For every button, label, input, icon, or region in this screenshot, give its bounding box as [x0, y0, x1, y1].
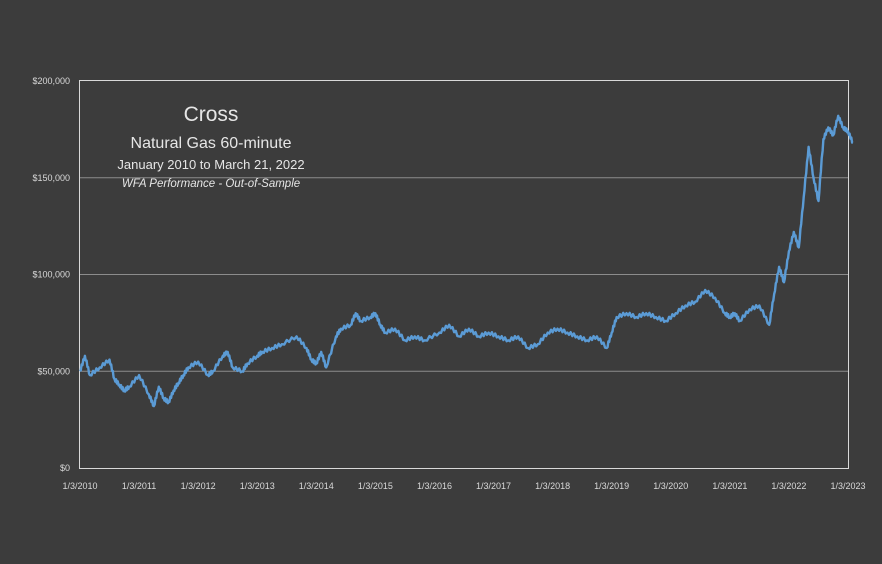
x-tick-label: 1/3/2020: [653, 481, 688, 491]
y-tick-label: $0: [60, 463, 70, 473]
gridlines: [80, 177, 848, 372]
series-line: [79, 114, 854, 408]
chart-title: Cross: [184, 103, 239, 126]
y-tick-label: $200,000: [32, 76, 70, 86]
x-tick-label: 1/3/2022: [771, 481, 806, 491]
x-tick-label: 1/3/2015: [358, 481, 393, 491]
x-tick-label: 1/3/2018: [535, 481, 570, 491]
x-tick-label: 1/3/2019: [594, 481, 629, 491]
x-tick-label: 1/3/2011: [122, 481, 156, 491]
chart-subtitle: Natural Gas 60-minute: [131, 135, 292, 152]
x-tick-label: 1/3/2010: [62, 481, 97, 491]
x-tick-label: 1/3/2012: [181, 481, 216, 491]
series-layer: [79, 114, 854, 408]
x-tick-label: 1/3/2021: [712, 481, 747, 491]
x-tick-label: 1/3/2013: [240, 481, 275, 491]
x-tick-label: 1/3/2016: [417, 481, 452, 491]
plot-area-frame: [79, 80, 849, 469]
x-tick-label: 1/3/2014: [299, 481, 334, 491]
chart-date-range: January 2010 to March 21, 2022: [117, 157, 304, 172]
y-tick-label: $150,000: [32, 173, 70, 183]
y-tick-label: $100,000: [32, 270, 70, 280]
y-tick-label: $50,000: [37, 366, 70, 376]
x-tick-label: 1/3/2017: [476, 481, 511, 491]
x-tick-label: 1/3/2023: [830, 481, 865, 491]
x-axis-tick-labels: 1/3/2010 1/3/2011 1/3/2012 1/3/2013 1/3/2014…: [62, 481, 865, 491]
chart-note: WFA Performance - Out-of-Sample: [122, 178, 300, 190]
y-axis-tick-labels: $0 $50,000 $100,000 $150,000 $200,000: [32, 76, 70, 473]
